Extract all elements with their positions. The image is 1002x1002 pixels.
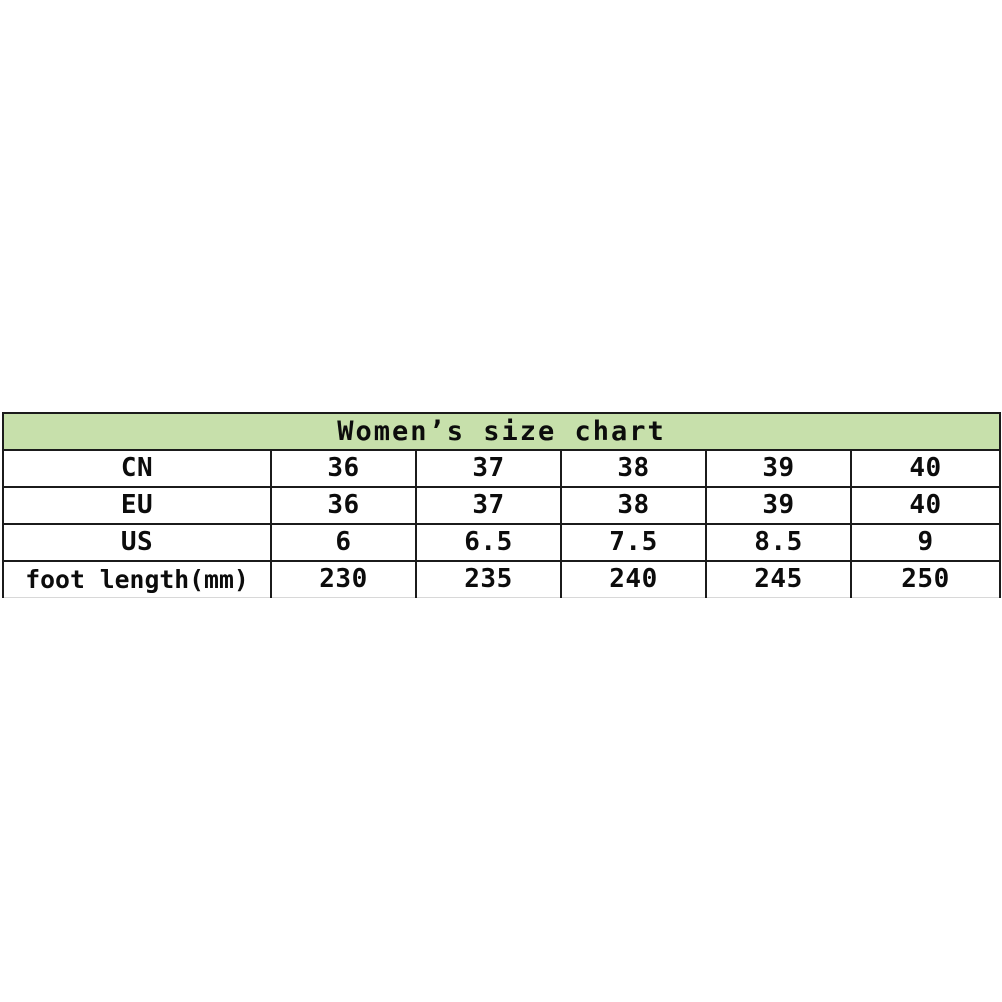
cell-us-1: 6 (270, 523, 417, 562)
row-label-cn: CN (2, 449, 272, 488)
table-title-row: Women’s size chart (1, 412, 1002, 451)
cell-cn-5: 40 (849, 449, 1002, 488)
chart-title: Women’s size chart (1, 412, 1002, 451)
row-label-us: US (2, 523, 272, 562)
table-row-cn: CN 36 37 38 39 40 (2, 449, 1002, 488)
cell-foot-length-3: 240 (560, 560, 707, 598)
cell-foot-length-1: 230 (270, 560, 417, 598)
cell-eu-3: 38 (560, 486, 707, 525)
cell-foot-length-5: 250 (849, 560, 1002, 598)
table-row-eu: EU 36 37 38 39 40 (2, 486, 1002, 525)
cell-cn-1: 36 (270, 449, 417, 488)
table-row-us: US 6 6.5 7.5 8.5 9 (2, 523, 1002, 562)
cell-eu-5: 40 (849, 486, 1002, 525)
table-row-foot-length: foot length(mm) 230 235 240 245 250 (3, 560, 1002, 598)
row-label-foot-length: foot length(mm) (3, 560, 271, 598)
cell-us-5: 9 (849, 523, 1002, 562)
cell-cn-3: 38 (560, 449, 707, 488)
cell-eu-1: 36 (270, 486, 417, 525)
cell-us-4: 8.5 (705, 523, 852, 562)
cell-eu-2: 37 (415, 486, 562, 525)
cell-us-2: 6.5 (415, 523, 562, 562)
womens-size-chart-table: Women’s size chart CN 36 37 38 39 40 EU … (1, 412, 1002, 598)
cell-cn-2: 37 (415, 449, 562, 488)
size-chart-container: Women’s size chart CN 36 37 38 39 40 EU … (1, 412, 1002, 598)
cell-foot-length-4: 245 (705, 560, 852, 598)
cell-us-3: 7.5 (560, 523, 707, 562)
cell-cn-4: 39 (705, 449, 852, 488)
cell-eu-4: 39 (705, 486, 852, 525)
row-label-eu: EU (2, 486, 272, 525)
cell-foot-length-2: 235 (415, 560, 562, 598)
